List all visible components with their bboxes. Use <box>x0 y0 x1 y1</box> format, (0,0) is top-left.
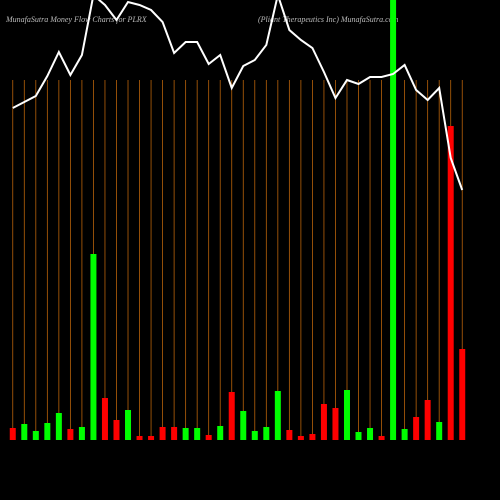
bar <box>9 428 16 440</box>
bar <box>240 411 247 440</box>
bar <box>332 408 339 440</box>
bar <box>101 398 108 440</box>
bar <box>205 435 212 440</box>
bar <box>459 349 466 440</box>
bar <box>274 391 281 440</box>
bar <box>194 428 201 440</box>
bar <box>44 423 51 440</box>
bar <box>217 426 224 440</box>
bar <box>436 422 443 440</box>
bar <box>401 429 408 440</box>
bar <box>32 431 39 440</box>
price-line <box>12 0 464 191</box>
bar <box>182 428 189 440</box>
bar <box>159 427 166 440</box>
bar <box>67 429 74 440</box>
bar <box>136 436 143 440</box>
bar <box>113 420 120 440</box>
bar <box>90 254 97 440</box>
bar <box>309 434 316 440</box>
bar <box>228 392 235 440</box>
bar <box>390 0 397 440</box>
bar <box>378 436 385 440</box>
bar <box>125 410 132 440</box>
bar <box>171 427 178 440</box>
bar <box>413 417 420 440</box>
bar <box>297 436 304 440</box>
bar <box>343 390 350 440</box>
bar <box>21 424 28 440</box>
bar <box>263 427 270 440</box>
bar <box>148 436 155 440</box>
bar <box>320 404 327 440</box>
bar <box>424 400 431 440</box>
chart-subtitle: (Pliant Therapeutics Inc) MunafaSutra.co… <box>258 15 399 24</box>
bar <box>447 126 454 440</box>
bar <box>286 430 293 440</box>
bar <box>367 428 374 440</box>
bar <box>55 413 62 440</box>
bar <box>251 431 258 440</box>
chart-title: MunafaSutra Money Flow Charts for PLRX <box>5 15 148 24</box>
bar <box>78 427 85 440</box>
bar <box>355 432 362 440</box>
